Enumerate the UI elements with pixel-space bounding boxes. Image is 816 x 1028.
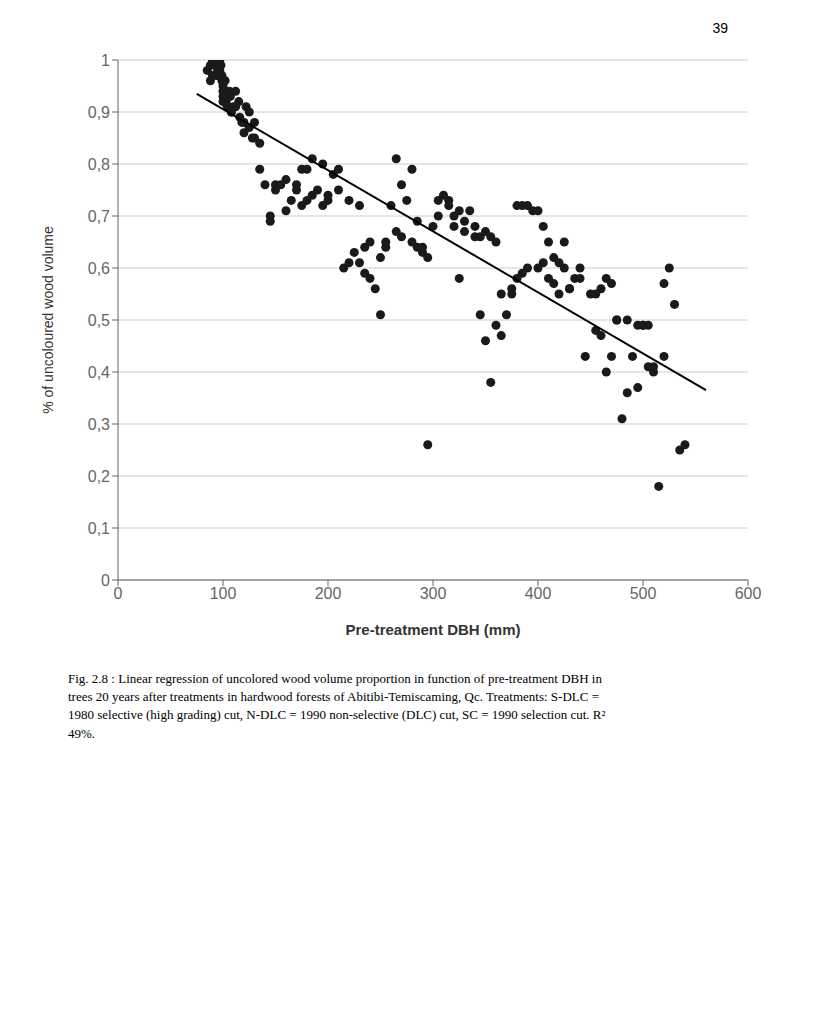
svg-text:Pre-treatment DBH (mm): Pre-treatment DBH (mm) bbox=[345, 621, 520, 638]
svg-text:500: 500 bbox=[630, 585, 657, 602]
svg-text:0,4: 0,4 bbox=[88, 364, 110, 381]
svg-text:1: 1 bbox=[101, 52, 110, 69]
svg-text:0: 0 bbox=[101, 572, 110, 589]
svg-text:200: 200 bbox=[315, 585, 342, 602]
svg-text:0,6: 0,6 bbox=[88, 260, 110, 277]
svg-text:0,5: 0,5 bbox=[88, 312, 110, 329]
svg-text:600: 600 bbox=[735, 585, 762, 602]
svg-text:300: 300 bbox=[420, 585, 447, 602]
svg-text:0,3: 0,3 bbox=[88, 416, 110, 433]
svg-text:0,2: 0,2 bbox=[88, 468, 110, 485]
svg-text:0,9: 0,9 bbox=[88, 104, 110, 121]
svg-text:% of uncoloured wood volume: % of uncoloured wood volume bbox=[40, 226, 56, 414]
html-text:Fig. 2.8 : Linear regression o: Fig. 2.8 : Linear regression of uncolore… bbox=[68, 671, 606, 741]
svg-text:0,1: 0,1 bbox=[88, 520, 110, 537]
html-text:39: 39 bbox=[712, 20, 728, 36]
svg-text:0,8: 0,8 bbox=[88, 156, 110, 173]
svg-text:0: 0 bbox=[114, 585, 123, 602]
svg-text:400: 400 bbox=[525, 585, 552, 602]
svg-text:0,7: 0,7 bbox=[88, 208, 110, 225]
svg-text:100: 100 bbox=[210, 585, 237, 602]
